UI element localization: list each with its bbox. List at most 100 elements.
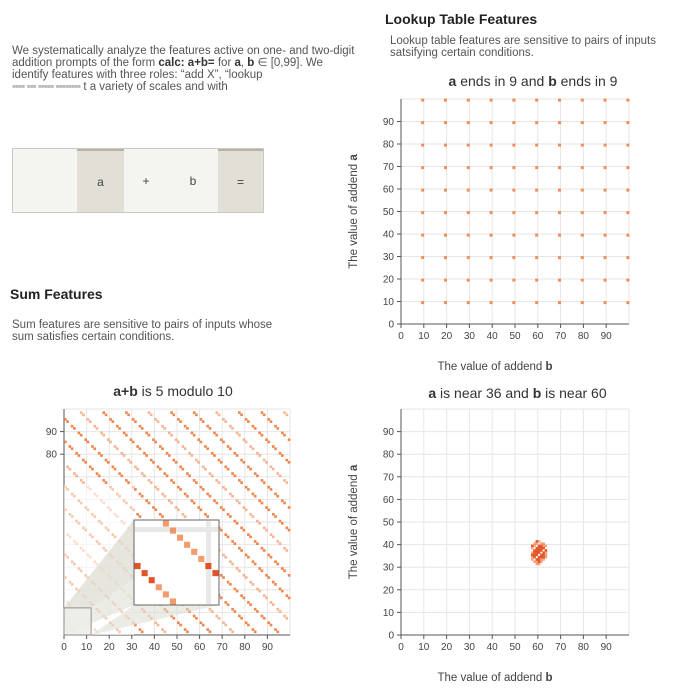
heatmap-cell	[276, 562, 280, 566]
heatmap-cell	[70, 447, 74, 451]
heatmap-cell	[533, 555, 536, 559]
heatmap-cell	[118, 472, 121, 475]
heatmap-cell	[256, 587, 259, 591]
heatmap-cell	[421, 98, 425, 102]
heatmap-cell	[147, 411, 151, 414]
heatmap-cell	[260, 501, 264, 505]
heatmap-cell	[443, 278, 447, 282]
title-part: a+b	[113, 383, 138, 399]
heatmap-cell	[240, 616, 243, 620]
chart-ends-in-9: 0 10 20 30 40 50 60 70 80 90 0 10 20 30 40 50 60 70 80 90 Th…	[348, 98, 630, 373]
heatmap-cell	[280, 431, 284, 435]
heatmap-cell	[535, 301, 539, 305]
heatmap-cell	[269, 488, 273, 491]
heatmap-cell	[557, 166, 561, 170]
x-tick-label: 80	[578, 331, 590, 342]
x-axis-label: The value of addend b	[437, 361, 552, 373]
heatmap-cell	[122, 454, 126, 457]
heatmap-cell	[161, 515, 164, 518]
heatmap-cell	[120, 451, 124, 455]
heatmap-cell	[535, 121, 539, 125]
heatmap-cell	[217, 458, 221, 462]
inset-cell	[198, 555, 205, 562]
heatmap-cell	[177, 418, 180, 421]
heatmap-cell	[267, 418, 271, 421]
heatmap-cell	[208, 494, 212, 498]
x-tick-label: 90	[262, 642, 274, 653]
heatmap-cell	[253, 472, 257, 475]
y-tick-label: 80	[383, 140, 395, 151]
prompt-token-equals[interactable]: =	[218, 149, 263, 212]
heatmap-cell	[535, 98, 539, 102]
heatmap-cell	[535, 278, 539, 282]
heatmap-cell	[154, 485, 158, 489]
heatmap-cell	[269, 555, 273, 559]
heatmap-cell	[222, 621, 225, 625]
heatmap-cell	[280, 567, 284, 570]
heatmap-cell	[183, 628, 187, 631]
heatmap-cell	[280, 522, 284, 525]
heatmap-cell	[201, 488, 205, 491]
heatmap-cell	[265, 460, 268, 464]
heatmap-cell	[231, 630, 234, 634]
zoom-inset	[133, 519, 220, 606]
title-part: is near 60	[541, 385, 607, 401]
prompt-token-plus[interactable]: +	[142, 173, 150, 188]
x-tick-label: 0	[398, 642, 404, 653]
heatmap-cell	[86, 418, 90, 421]
heatmap-cell	[228, 515, 232, 518]
heatmap-cell	[224, 488, 228, 491]
x-tick-label: 20	[104, 642, 116, 653]
heatmap-cell	[158, 512, 162, 516]
heatmap-cell	[228, 492, 232, 496]
heatmap-cell	[131, 418, 135, 421]
title-part: a	[448, 73, 457, 89]
x-tick-label: 30	[464, 642, 476, 653]
heatmap-cell	[603, 121, 607, 125]
prompt-token-a[interactable]: a	[77, 149, 124, 212]
heatmap-cell	[265, 438, 268, 442]
x-tick-label: 30	[464, 331, 476, 342]
heatmap-cell	[466, 98, 470, 102]
heatmap-cell	[580, 233, 584, 237]
y-tick-label: 20	[383, 275, 395, 286]
heatmap-cell	[172, 481, 176, 484]
heatmap-cell	[140, 630, 144, 634]
heatmap-cell	[244, 621, 248, 625]
y-tick-label: 70	[383, 472, 395, 483]
heatmap-cell	[231, 427, 234, 430]
intro-text-scales: t a variety of scales and with	[83, 81, 228, 93]
heatmap-cell	[140, 494, 144, 498]
heatmap-cell	[535, 143, 539, 147]
heatmap-cell	[489, 211, 493, 215]
heatmap-cell	[95, 427, 99, 430]
heatmap-cell	[167, 431, 171, 435]
heatmap-cell	[104, 413, 108, 417]
intro-var-b: b	[247, 57, 255, 69]
heatmap-cell	[181, 445, 185, 448]
heatmap-cell	[66, 420, 69, 423]
heatmap-cell	[215, 411, 219, 414]
inset-cell	[134, 563, 141, 570]
intro-text-comma: ,	[240, 57, 248, 69]
heatmap-cell	[274, 492, 277, 496]
heatmap-cell	[626, 121, 630, 125]
x-tick-label: 80	[578, 642, 590, 653]
heatmap-cell	[145, 499, 149, 503]
heatmap-cell	[138, 492, 142, 496]
heatmap-cell	[167, 499, 171, 503]
heatmap-cell	[537, 558, 541, 561]
prompt-token-b[interactable]: b	[189, 173, 197, 188]
heatmap-cell	[533, 560, 536, 563]
heatmap-cell	[540, 549, 543, 552]
heatmap-cell	[251, 583, 255, 586]
heatmap-cell	[443, 233, 447, 237]
y-tick-label: 10	[383, 297, 395, 308]
heatmap-cell	[149, 413, 153, 417]
x-tick-label: 90	[601, 642, 613, 653]
heatmap-cell	[177, 621, 180, 625]
heatmap-cell	[197, 438, 200, 442]
heatmap-cell	[253, 607, 257, 611]
heatmap-cell	[102, 479, 106, 482]
